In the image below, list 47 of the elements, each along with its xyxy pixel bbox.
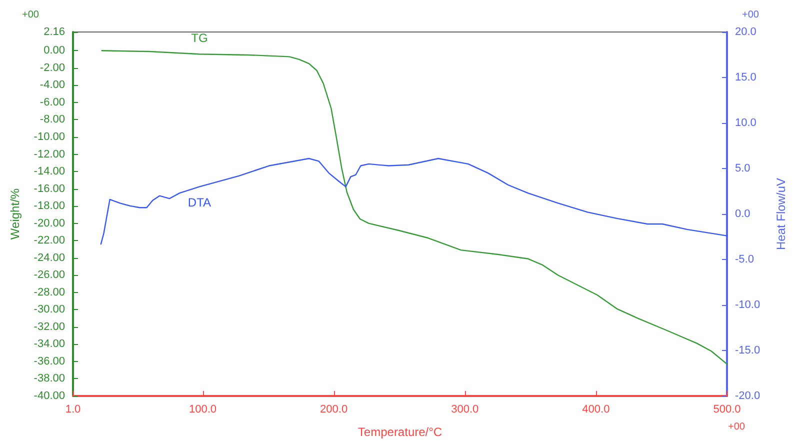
y-tick-label: -12.00: [34, 148, 65, 160]
x-tick-label: 200.0: [320, 404, 348, 416]
y-tick-label: 0.00: [44, 44, 65, 57]
y-tick-label: -6.00: [40, 96, 65, 108]
series-label: TG: [191, 31, 208, 46]
x-tick-label: 100.0: [188, 404, 217, 416]
y-tick-label: -10.00: [34, 130, 65, 143]
y-tick-label: -22.00: [34, 234, 65, 247]
line-series: [101, 50, 728, 365]
y-tick-label: -20.00: [34, 217, 65, 230]
line-series: [100, 158, 728, 245]
text: +00: [22, 10, 40, 20]
y2-tick-label: 10.0: [735, 117, 756, 129]
x-axis-title: Temperature/°C: [358, 425, 442, 439]
y-tick-label: -2.00: [40, 62, 65, 74]
y2-tick-label: -5.0: [735, 254, 754, 266]
y-tick-label: -26.00: [34, 269, 65, 282]
y-tick-label: -30.00: [34, 304, 65, 316]
x-tick-label: 1.0: [65, 404, 81, 416]
y-tick-label: -8.00: [40, 114, 65, 126]
x-tick-label: 400.0: [582, 404, 610, 416]
y-axis-title: Weight/%: [8, 188, 22, 240]
y-tick-label: -18.00: [34, 200, 65, 212]
y-tick-label: -24.00: [34, 252, 65, 264]
series-label: DTA: [188, 196, 212, 210]
y-tick-label: -4.00: [40, 79, 65, 92]
y-tick-label: -34.00: [34, 338, 65, 350]
y-tick-label: -40.00: [34, 390, 65, 402]
y-tick-label: -36.00: [34, 355, 65, 368]
y2-tick-label: -20.0: [735, 390, 760, 402]
y2-tick-label: 0.0: [735, 208, 750, 220]
y-tick-label: -38.00: [34, 372, 65, 385]
y2-tick-label: 5.0: [735, 162, 750, 174]
text: +00: [742, 10, 760, 20]
x-tick-label: 500.0: [713, 404, 741, 416]
y2-tick-label: 20.0: [735, 26, 756, 38]
y-tick-label: -14.00: [34, 166, 65, 178]
y2-tick-label: -15.0: [735, 344, 760, 356]
y2-tick-label: 15.0: [735, 72, 756, 84]
y-tick-label: -32.00: [34, 320, 65, 333]
x-tick-label: 300.0: [451, 404, 479, 416]
y-tick-label: -16.00: [34, 182, 65, 195]
y-tick-label: 2.16: [44, 26, 65, 38]
text: +00: [728, 422, 746, 432]
y2-axis-title: Heat Flow/uV: [774, 178, 788, 250]
y2-tick-label: -10.0: [735, 299, 760, 311]
y-tick-label: -28.00: [34, 286, 65, 298]
